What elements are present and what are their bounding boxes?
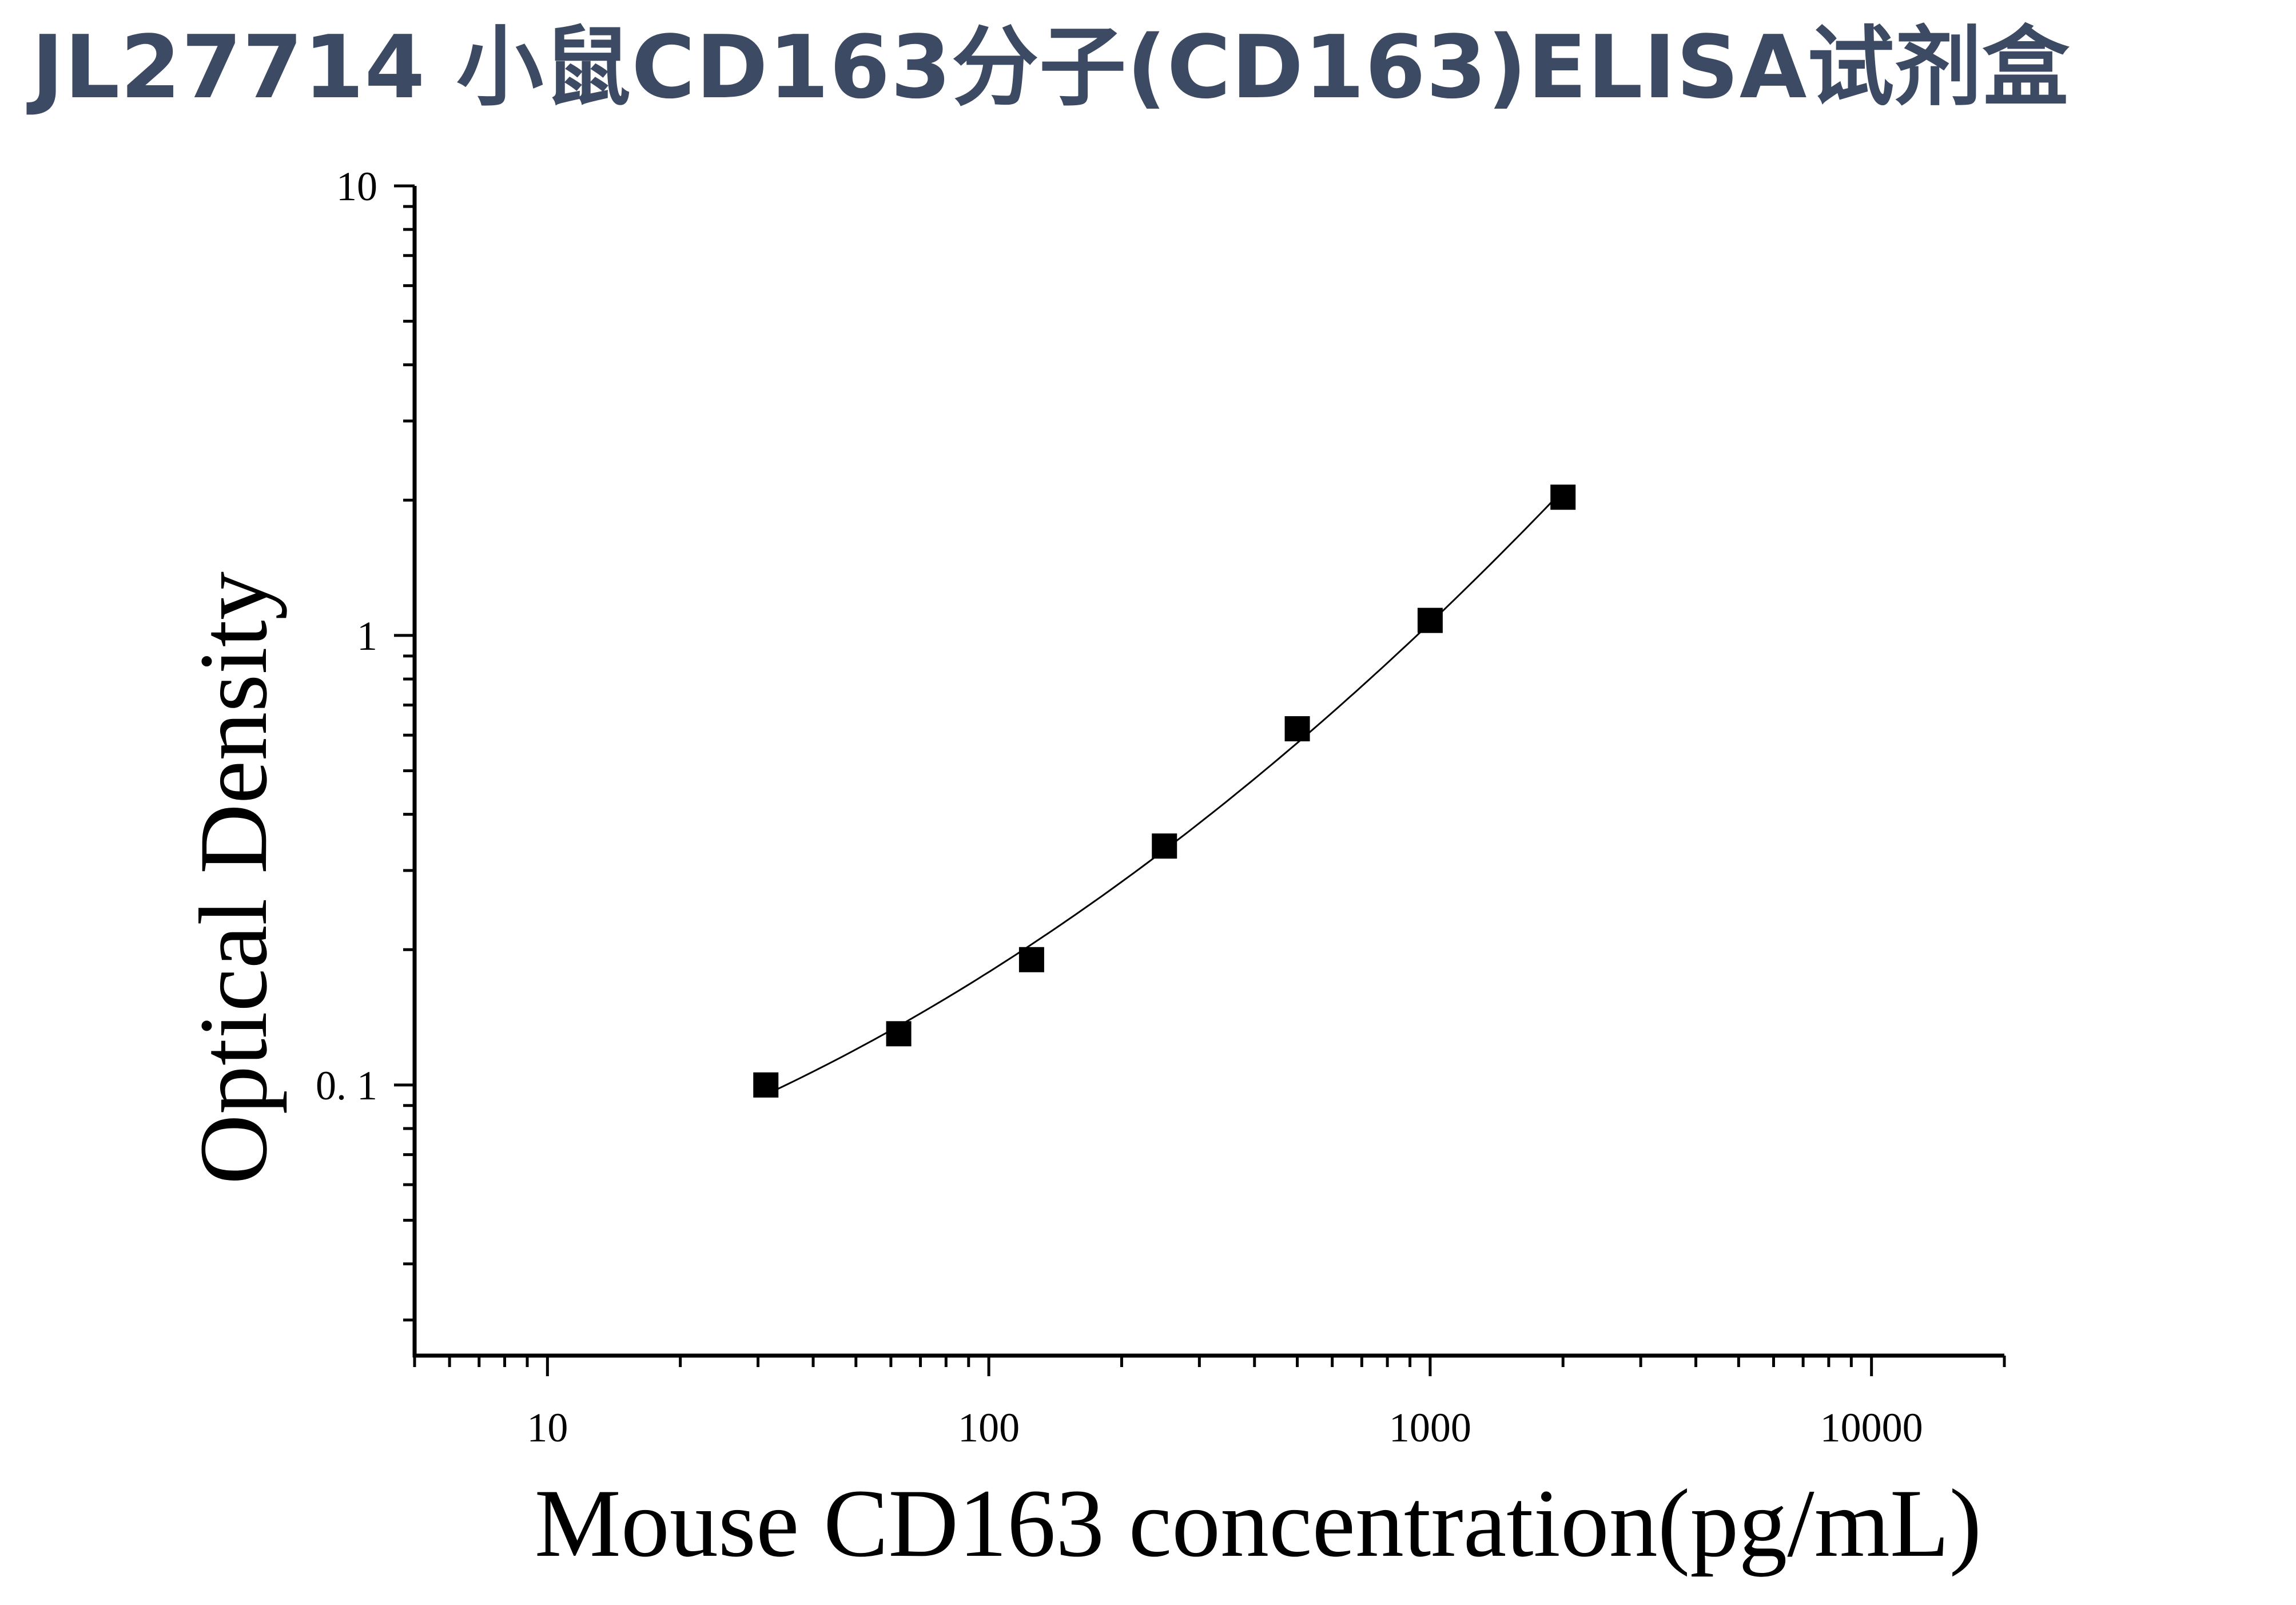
fit-curve bbox=[774, 494, 1559, 1091]
x-axis-title: Mouse CD163 concentration(pg/mL) bbox=[535, 1469, 1982, 1577]
page-title: JL27714 小鼠CD163分子(CD163)ELISA试剂盒 bbox=[31, 17, 2070, 118]
data-point bbox=[1152, 833, 1177, 859]
y-tick-label: 1 bbox=[357, 613, 377, 659]
fit-curve-layer bbox=[774, 494, 1559, 1091]
y-tick-label: 10 bbox=[336, 164, 377, 209]
y-tick-label: 0. 1 bbox=[316, 1063, 377, 1109]
x-tick-label: 10 bbox=[527, 1405, 568, 1451]
y-axis-title: Optical Density bbox=[180, 571, 287, 1185]
data-points-layer bbox=[753, 484, 1576, 1098]
data-point bbox=[1284, 716, 1310, 742]
data-point bbox=[886, 1021, 912, 1047]
axes bbox=[394, 184, 2006, 1376]
x-tick-label: 1000 bbox=[1389, 1405, 1471, 1451]
data-point bbox=[1417, 607, 1443, 633]
data-point bbox=[1550, 484, 1576, 510]
tick-labels-layer: 0. 1 1 10 10 100 1000 10000 bbox=[316, 164, 1923, 1451]
x-tick-label: 100 bbox=[958, 1405, 1020, 1451]
data-point bbox=[1018, 947, 1044, 972]
x-tick-label: 10000 bbox=[1820, 1405, 1923, 1451]
data-point bbox=[753, 1072, 779, 1098]
